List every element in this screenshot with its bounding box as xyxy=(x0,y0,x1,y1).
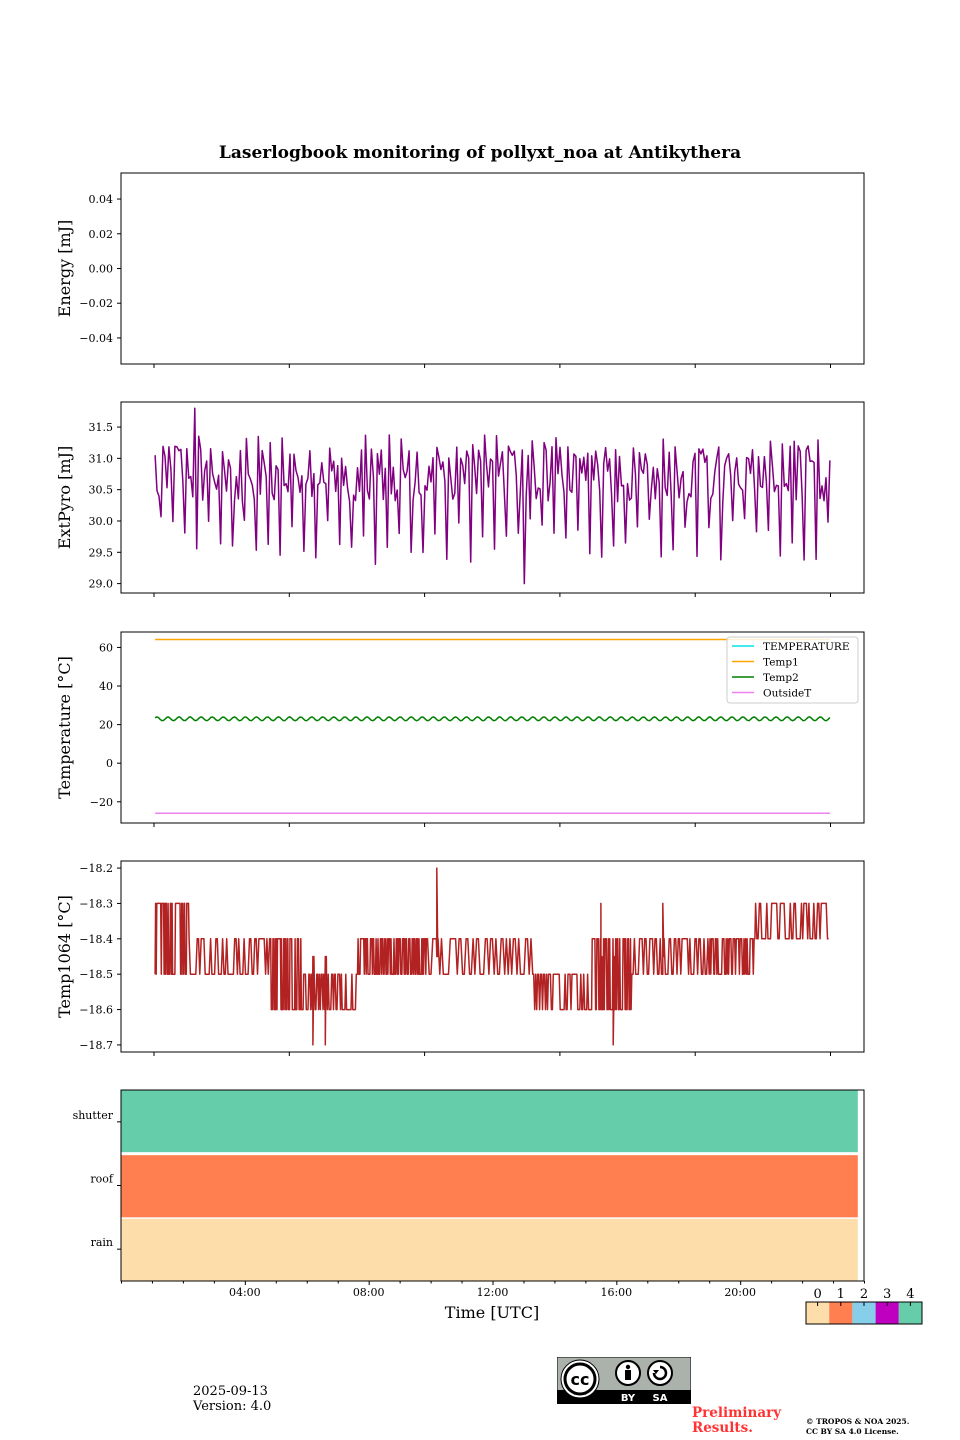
series-extpyro xyxy=(154,407,831,585)
y-tick-label: 40 xyxy=(99,680,113,693)
y-tick-label: −18.4 xyxy=(79,933,113,946)
plot-area xyxy=(154,867,829,1046)
axes-frame xyxy=(120,631,865,824)
x-tick-label: 20:00 xyxy=(724,1286,756,1299)
colorbar-frame xyxy=(805,1301,923,1325)
panel-temperature: 60 40 20 0 −20 Temperature [°C] TEMPERATURE Tem… xyxy=(55,631,865,827)
colorbar-cell-4 xyxy=(898,1302,922,1324)
legend-label-outsidet: OutsideT xyxy=(763,688,811,700)
y-tick-label: −0.04 xyxy=(79,332,113,345)
series-temp1064 xyxy=(154,867,829,1046)
y-tick-label: 31.0 xyxy=(89,452,114,465)
preliminary-results-note: Preliminary Results. xyxy=(692,1406,781,1436)
x-tick-label: 04:00 xyxy=(229,1286,261,1299)
row-label-rain: rain xyxy=(91,1236,113,1249)
legend-label-temp1: Temp1 xyxy=(763,657,799,669)
y-tick-label: 0 xyxy=(106,757,113,770)
status-bar-roof xyxy=(121,1155,858,1218)
row-label-shutter: shutter xyxy=(73,1109,114,1122)
colorbar-tick-label: 0 xyxy=(813,1287,821,1302)
legend-frame xyxy=(726,636,859,704)
colorbar-tick-label: 3 xyxy=(883,1287,891,1302)
axes-frame xyxy=(120,172,865,365)
y-tick-label: −18.5 xyxy=(79,968,113,981)
x-tick-label: 16:00 xyxy=(600,1286,632,1299)
colorbar-tick-label: 4 xyxy=(906,1287,914,1302)
figure-title: Laserlogbook monitoring of pollyxt_noa a… xyxy=(219,143,741,163)
plot-area xyxy=(154,638,831,814)
y-tick-label: −18.7 xyxy=(79,1039,113,1052)
y-tick-label: −18.3 xyxy=(79,897,113,910)
cc-by-sa-icon: cc BY SA xyxy=(557,1357,691,1404)
y-tick-label: −0.02 xyxy=(79,297,113,310)
colorbar-cell-0 xyxy=(806,1302,830,1324)
row-label-roof: roof xyxy=(90,1173,114,1186)
panel-status: shutter roof rain 04:00 08:00 12:00 16:00 20:00… xyxy=(73,1089,923,1325)
panel-energy: 0.04 0.02 0.00 −0.02 −0.04 Energy [mJ] xyxy=(55,172,865,368)
y-tick-label: 20 xyxy=(99,719,113,732)
status-bar-shutter xyxy=(121,1090,858,1153)
y-tick-label: 60 xyxy=(99,641,113,654)
svg-text:cc: cc xyxy=(571,1370,590,1389)
y-tick-label: 0.02 xyxy=(89,228,114,241)
sa-label: SA xyxy=(653,1393,668,1404)
axes-frame xyxy=(120,401,865,594)
legend: TEMPERATURE Temp1 Temp2 OutsideT xyxy=(726,636,859,704)
y-tick-label: 30.5 xyxy=(89,484,114,497)
series-temp2 xyxy=(154,716,831,722)
panel-extpyro: 29.0 29.5 30.0 30.5 31.0 31.5 ExtPyro [mJ] xyxy=(55,401,865,597)
copyright-line-2: CC BY SA 4.0 License. xyxy=(806,1427,899,1436)
y-tick-label: 31.5 xyxy=(89,421,114,434)
axes-frame xyxy=(120,860,865,1053)
version-label: Version: 4.0 xyxy=(193,1399,272,1414)
preliminary-line-2: Results. xyxy=(692,1420,753,1436)
y-tick-label: −20 xyxy=(90,796,113,809)
x-axis-label: Time [UTC] xyxy=(445,1303,539,1322)
y-tick-label: 30.0 xyxy=(89,515,114,528)
preliminary-line-1: Preliminary xyxy=(692,1405,782,1421)
copyright-note: © TROPOS & NOA 2025. CC BY SA 4.0 Licens… xyxy=(806,1417,909,1437)
y-tick-label: 29.5 xyxy=(89,546,114,559)
date-version: 2025-09-13 Version: 4.0 xyxy=(193,1384,271,1414)
plot-area xyxy=(154,407,831,585)
y-tick-label: 29.0 xyxy=(89,578,114,591)
panel-temp1064: −18.2 −18.3 −18.4 −18.5 −18.6 −18.7 Temp1064 [… xyxy=(55,860,865,1056)
colorbar-cell-3 xyxy=(875,1302,899,1324)
colorbar-cell-2 xyxy=(852,1302,876,1324)
colorbar-cell-1 xyxy=(829,1302,853,1324)
by-label: BY xyxy=(621,1393,636,1404)
y-tick-label: 0.04 xyxy=(89,193,114,206)
y-axis-label: Temp1064 [°C] xyxy=(55,895,74,1018)
y-tick-label: −18.6 xyxy=(79,1004,113,1017)
copyright-line-1: © TROPOS & NOA 2025. xyxy=(806,1417,910,1426)
date-label: 2025-09-13 xyxy=(193,1384,268,1399)
y-tick-label: −18.2 xyxy=(79,862,113,875)
x-tick-label: 08:00 xyxy=(353,1286,385,1299)
y-tick-label: 0.00 xyxy=(89,263,114,276)
legend-label-temperature: TEMPERATURE xyxy=(763,641,850,653)
y-axis-label: Temperature [°C] xyxy=(55,656,74,799)
y-axis-label: ExtPyro [mJ] xyxy=(55,446,74,549)
status-bar-rain xyxy=(121,1218,858,1281)
y-axis-label: Energy [mJ] xyxy=(55,220,74,318)
legend-label-temp2: Temp2 xyxy=(763,672,799,684)
colorbar-tick-label: 1 xyxy=(837,1287,845,1302)
x-tick-label: 12:00 xyxy=(477,1286,509,1299)
colorbar-tick-label: 2 xyxy=(860,1287,868,1302)
